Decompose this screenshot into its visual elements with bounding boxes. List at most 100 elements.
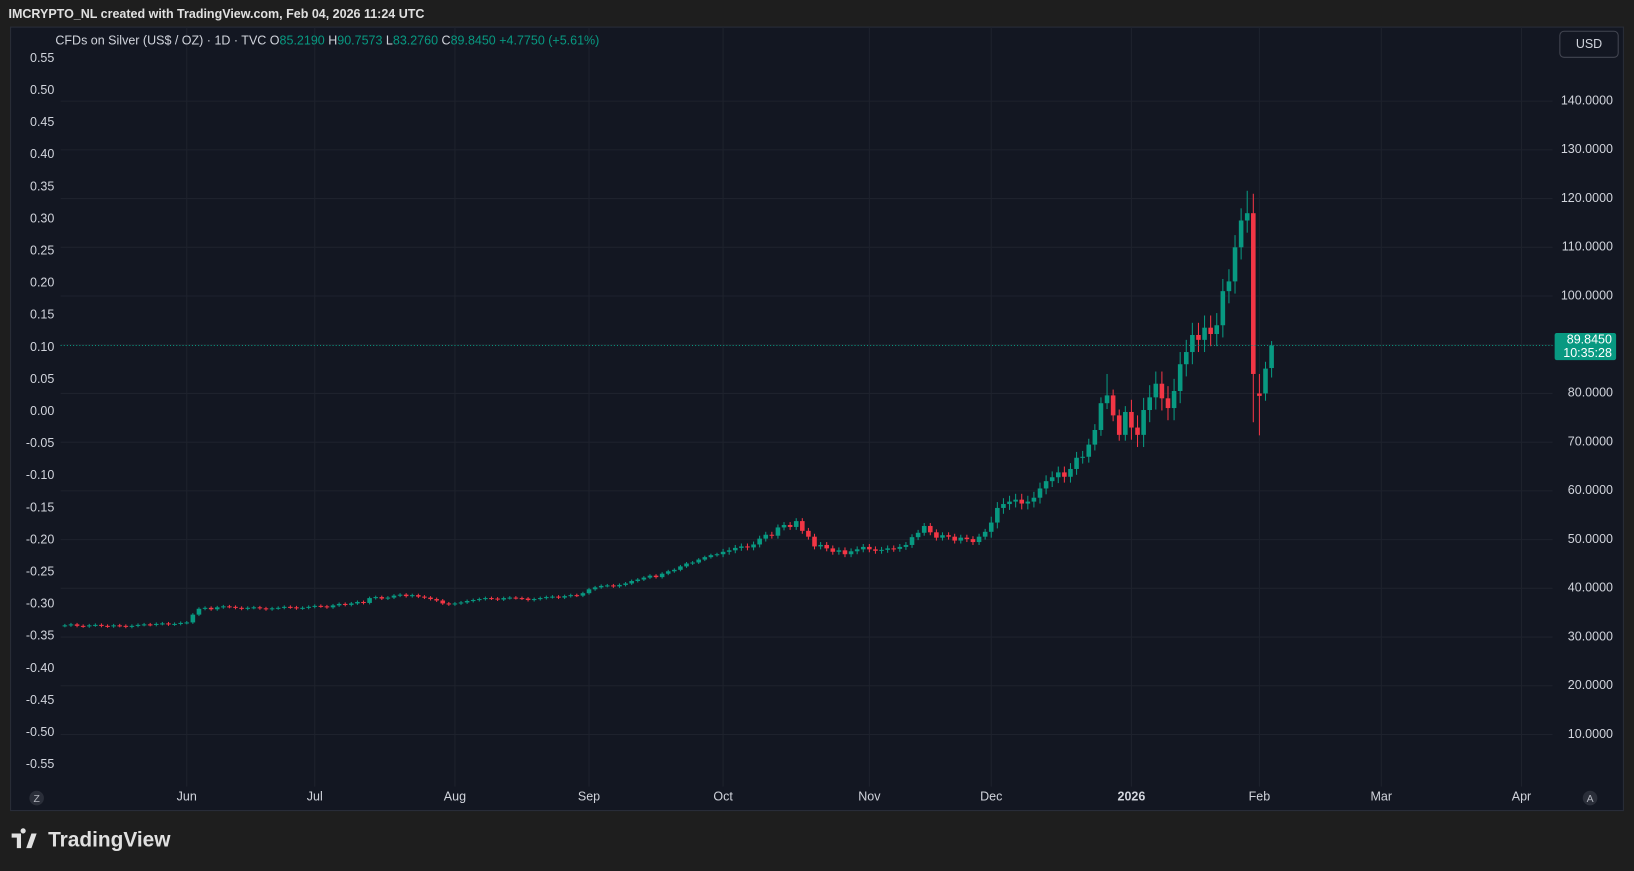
candle-body	[604, 585, 610, 587]
candle-body	[1177, 364, 1183, 392]
candle-body	[1092, 429, 1098, 445]
zoom-button[interactable]	[29, 790, 44, 806]
candle-body	[184, 622, 190, 624]
candle-body	[1007, 501, 1012, 505]
candle-body	[117, 625, 123, 627]
y-tick-label: -0.25	[26, 564, 55, 578]
candle-body	[477, 599, 482, 601]
grid	[60, 27, 1553, 787]
candle-body	[678, 566, 683, 570]
candle-body	[507, 597, 513, 599]
candle-body	[470, 600, 476, 602]
candle-body	[958, 537, 964, 541]
candle-body	[708, 555, 714, 558]
candle-body	[720, 551, 726, 555]
candle-body	[1251, 213, 1256, 374]
candle-body	[550, 596, 555, 598]
y-tick-label: 0.30	[30, 211, 54, 225]
candle-body	[111, 625, 116, 627]
auto-scale-label[interactable]: A	[1587, 794, 1594, 805]
candle-body	[172, 623, 177, 625]
candle-body	[1263, 368, 1268, 394]
candle-body	[531, 599, 537, 601]
y-tick-label: -0.15	[26, 500, 55, 514]
candle-body	[586, 589, 592, 594]
candle-body	[409, 595, 415, 597]
candle-body	[1244, 213, 1250, 221]
y-tick-label: -0.30	[26, 597, 55, 611]
candle-body	[891, 548, 897, 550]
y-tick-label: 0.05	[30, 372, 54, 386]
candle-body	[318, 605, 324, 607]
candle-body	[397, 594, 403, 596]
y2-tick-label: 10.0000	[1568, 727, 1613, 741]
candle-body	[629, 581, 634, 584]
candle-body	[873, 549, 878, 551]
candle-body	[147, 624, 153, 626]
candle-body	[166, 623, 171, 625]
candle-body	[1183, 352, 1189, 365]
candle-body	[281, 606, 287, 608]
candle-body	[74, 624, 80, 626]
candle-body	[544, 597, 549, 599]
candle-body	[848, 551, 854, 555]
candle-body	[214, 607, 220, 610]
candle-body	[726, 550, 732, 552]
y2-tick-label: 120.0000	[1561, 191, 1613, 205]
candle-body	[489, 598, 494, 600]
candle-body	[312, 605, 318, 607]
candle-body	[867, 546, 872, 550]
candle-body	[239, 607, 244, 609]
candle-body	[495, 598, 500, 600]
candle-body	[99, 624, 104, 626]
candle-body	[879, 549, 884, 551]
candle-body	[208, 607, 214, 610]
currency[interactable]: USD	[1576, 37, 1602, 51]
candle-body	[787, 524, 793, 527]
candle-body	[836, 550, 842, 552]
y-tick-label: -0.55	[26, 757, 55, 771]
y-tick-label: -0.50	[26, 725, 55, 739]
candle-body	[428, 597, 433, 600]
x-tick-label: Oct	[713, 789, 733, 803]
candle-body	[665, 571, 671, 574]
candle-body	[160, 623, 165, 625]
high-value: 90.7573	[337, 34, 382, 48]
y2-tick-label: 140.0000	[1561, 93, 1613, 107]
y-tick-label: -0.05	[26, 436, 55, 450]
y2-tick-label: 20.0000	[1568, 678, 1613, 692]
candle-body	[123, 625, 129, 627]
candle-body	[1001, 504, 1006, 508]
candle-body	[1214, 325, 1220, 335]
candle-body	[1110, 395, 1116, 416]
open-value: 85.2190	[280, 34, 325, 48]
candle-body	[80, 625, 86, 627]
y2-tick-label: 110.0000	[1562, 240, 1613, 254]
candle-body	[513, 597, 519, 599]
auto-scale-button[interactable]	[1582, 790, 1598, 806]
candle-body	[714, 554, 720, 556]
x-tick-label: Aug	[444, 789, 466, 803]
candle-body	[196, 608, 202, 615]
y-tick-label: 0.15	[30, 308, 54, 322]
candle-body	[537, 598, 543, 600]
candle-body	[1196, 334, 1201, 340]
y-tick-label: 0.50	[30, 83, 54, 97]
candle-body	[1238, 220, 1244, 248]
candle-body	[1147, 397, 1152, 411]
currency-button[interactable]	[1559, 30, 1619, 58]
candle-body	[623, 583, 628, 585]
last-price-label: 89.8450	[1567, 333, 1612, 347]
candle-body	[982, 531, 988, 537]
candle-body	[434, 599, 439, 601]
candle-body	[842, 550, 848, 555]
y2-tick-label: 40.0000	[1568, 581, 1613, 595]
x-tick-label: Dec	[980, 789, 1002, 803]
zoom-label[interactable]: Z	[33, 794, 40, 805]
y-tick-label: -0.10	[26, 468, 55, 482]
candle-body	[653, 575, 659, 578]
candle-body	[995, 507, 1000, 523]
candle-body	[824, 544, 829, 549]
candle-body	[257, 607, 263, 609]
candle-body	[501, 598, 506, 600]
